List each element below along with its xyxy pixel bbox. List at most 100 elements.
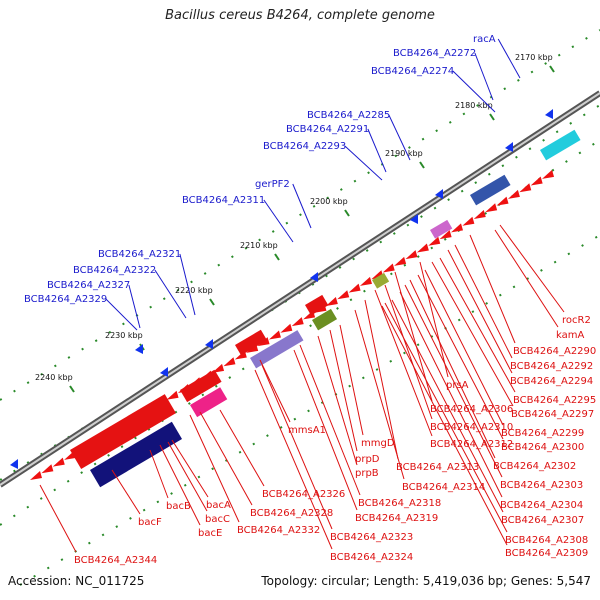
reverse-callout-line — [167, 441, 208, 512]
reverse-gene-arrow — [382, 263, 395, 273]
gene-block-2311 — [305, 294, 329, 316]
reverse-gene-arrow — [52, 457, 65, 467]
reverse-gene-label: BCB4264_A2290 — [513, 346, 596, 357]
reverse-callout-line — [424, 269, 504, 426]
forward-callout-line — [154, 269, 187, 319]
reverse-callout-line — [439, 257, 516, 393]
reverse-callout-line — [149, 449, 169, 499]
tick-mark — [549, 65, 555, 73]
reverse-gene-label: BCB4264_A2314 — [402, 482, 485, 493]
forward-gene-arrow — [545, 109, 553, 119]
reverse-gene-arrow — [439, 230, 452, 240]
reverse-callout-line — [431, 261, 514, 407]
reverse-gene-label: BCB4264_A2292 — [510, 361, 593, 372]
reverse-gene-label: BCB4264_A2323 — [330, 532, 413, 543]
tick-mark — [489, 113, 495, 121]
reverse-gene-label: BCB4264_A2295 — [513, 395, 596, 406]
forward-callout-line — [179, 253, 196, 316]
reverse-gene-arrow — [268, 330, 281, 340]
reverse-callout-line — [391, 299, 504, 513]
gene-block-2313 — [250, 330, 304, 369]
reverse-gene-arrow — [394, 256, 407, 266]
tick-label: 2180 kbp — [455, 101, 493, 110]
reverse-gene-arrow — [212, 363, 225, 373]
reverse-gene-label: BCB4264_A2302 — [493, 461, 576, 472]
reverse-gene-label: BCB4264_A2308 — [505, 535, 588, 546]
gene-block-2290 — [470, 174, 511, 206]
reverse-gene-label: bacC — [205, 514, 230, 525]
reverse-gene-arrow — [485, 203, 498, 213]
forward-gene-label: BCB4264_A2321 — [98, 249, 181, 260]
gene-block-2328 — [190, 387, 228, 418]
reverse-gene-arrow — [462, 216, 475, 226]
reverse-gene-label: kamA — [556, 330, 584, 341]
reverse-gene-label: bacB — [166, 501, 191, 512]
reverse-gene-arrow — [359, 276, 372, 286]
reverse-callout-line — [384, 302, 508, 533]
reverse-gene-label: bacA — [206, 500, 231, 511]
reverse-gene-label: BCB4264_A2328 — [250, 508, 333, 519]
reverse-callout-line — [329, 329, 358, 452]
forward-gene-label: BCB4264_A2285 — [307, 110, 390, 121]
reverse-gene-label: BCB4264_A2318 — [358, 498, 441, 509]
reverse-callout-line — [469, 234, 516, 344]
reverse-callout-line — [374, 289, 433, 437]
reverse-callout-line — [219, 409, 265, 487]
tick-label: 2200 kbp — [310, 197, 348, 206]
reverse-callout-line — [454, 244, 513, 359]
forward-gene-arrow — [135, 344, 143, 354]
reverse-gene-label: BCB4264_A2294 — [510, 376, 593, 387]
tick-label: 2220 kbp — [175, 286, 213, 295]
forward-gene-arrow — [310, 272, 318, 282]
reverse-gene-arrow — [291, 317, 304, 327]
reverse-callout-line — [199, 411, 253, 506]
reverse-callout-line — [159, 444, 201, 526]
forward-gene-label: racA — [473, 34, 496, 45]
forward-callout-line — [474, 52, 494, 101]
reverse-gene-arrow — [428, 236, 441, 246]
reverse-gene-label: prsA — [446, 380, 469, 391]
reverse-gene-label: BCB4264_A2313 — [396, 462, 479, 473]
forward-callout-line — [388, 114, 411, 161]
reverse-callout-line — [499, 224, 565, 313]
tick-mark — [419, 161, 425, 169]
reverse-callout-line — [111, 469, 141, 515]
reverse-gene-arrow — [507, 189, 520, 199]
gene-block-2300 — [372, 272, 390, 289]
reverse-gene-arrow — [519, 183, 532, 193]
forward-callout-line — [367, 128, 387, 173]
forward-callout-line — [292, 183, 312, 229]
reverse-callout-line — [189, 414, 240, 523]
forward-gene-arrow — [10, 459, 18, 469]
forward-gene-arrow — [435, 189, 443, 199]
forward-callout-line — [105, 298, 138, 331]
reverse-gene-label: BCB4264_A2307 — [501, 515, 584, 526]
forward-gene-label: gerPF2 — [255, 179, 290, 190]
gene-block-2292 — [430, 219, 453, 239]
reverse-callout-line — [447, 249, 513, 374]
reverse-gene-label: bacF — [138, 517, 162, 528]
reverse-gene-label: BCB4264_A2297 — [511, 409, 594, 420]
reverse-gene-arrow — [405, 250, 418, 260]
forward-gene-arrow — [410, 214, 418, 224]
reverse-callout-line — [261, 364, 333, 530]
reverse-gene-arrow — [30, 471, 42, 480]
tick-mark — [69, 385, 75, 393]
track-guide-2 — [0, 29, 600, 401]
reverse-callout-line — [299, 344, 361, 496]
tick-label: 2210 kbp — [240, 241, 278, 250]
reverse-callout-line — [39, 484, 77, 553]
reverse-gene-label: BCB4264_A2309 — [505, 548, 588, 559]
genome-summary-text: Topology: circular; Length: 5,419,036 bp… — [261, 574, 591, 588]
reverse-gene-arrow — [337, 290, 350, 300]
accession-text: Accession: NC_011725 — [8, 574, 145, 588]
forward-callout-line — [344, 145, 383, 181]
reverse-gene-label: mmsA1 — [288, 425, 326, 436]
reverse-callout-line — [259, 359, 291, 423]
tick-label: 2230 kbp — [105, 331, 143, 340]
tick-mark — [209, 298, 215, 306]
forward-gene-arrow — [160, 367, 168, 377]
reverse-gene-label: BCB4264_A2310 — [430, 422, 513, 433]
forward-gene-label: BCB4264_A2272 — [393, 48, 476, 59]
gene-block-2310 — [312, 308, 338, 331]
